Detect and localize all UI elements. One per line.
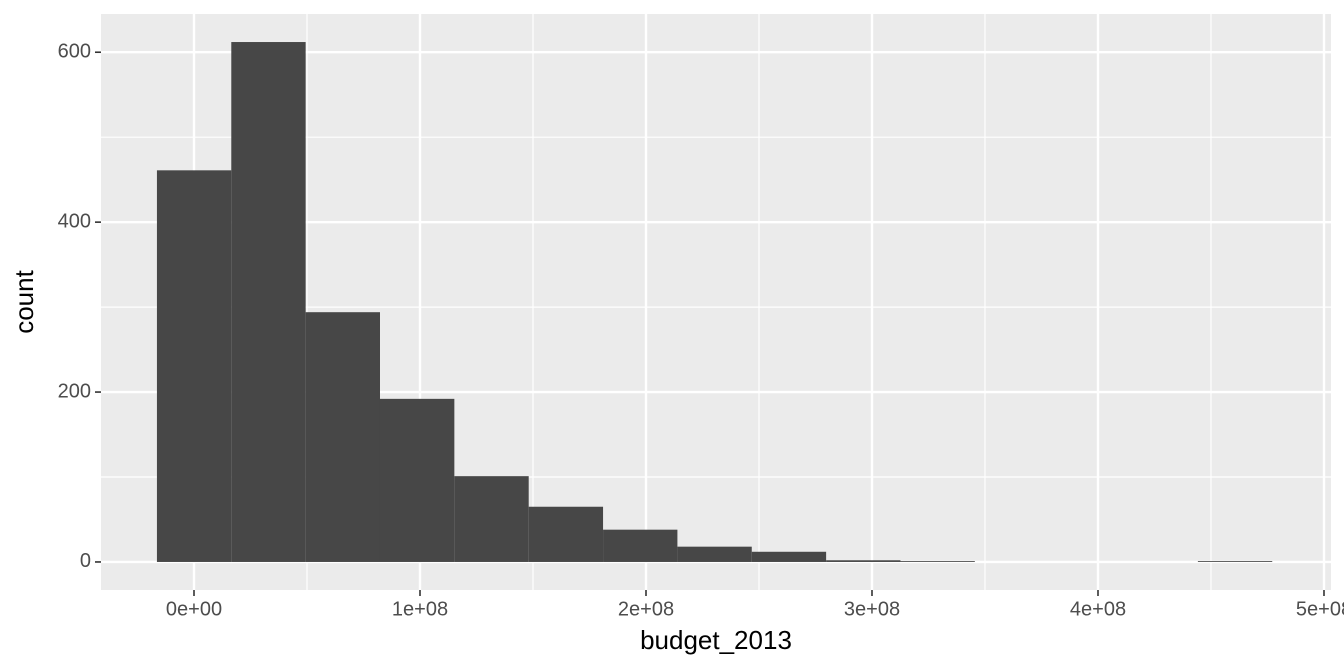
y-axis-title: count (9, 269, 39, 333)
bar (305, 312, 380, 562)
bar (528, 506, 604, 562)
y-tick-label: 400 (58, 210, 91, 232)
bar (826, 560, 901, 562)
bar (156, 170, 232, 562)
y-tick-label: 600 (58, 41, 91, 63)
bar (1197, 561, 1273, 562)
x-axis-title: budget_2013 (640, 625, 792, 655)
bar (751, 551, 827, 562)
bar (677, 546, 752, 562)
bar (454, 476, 529, 562)
bar (900, 561, 975, 562)
bar (603, 529, 678, 562)
bar (231, 42, 306, 562)
bar (379, 398, 455, 562)
y-tick-label: 200 (58, 380, 91, 402)
x-tick-label: 5e+08 (1296, 598, 1344, 620)
x-tick-label: 0e+00 (166, 598, 222, 620)
x-tick-label: 4e+08 (1070, 598, 1126, 620)
x-tick-label: 3e+08 (844, 598, 900, 620)
y-tick-label: 0 (80, 550, 91, 572)
x-tick-label: 1e+08 (392, 598, 448, 620)
x-tick-label: 2e+08 (618, 598, 674, 620)
